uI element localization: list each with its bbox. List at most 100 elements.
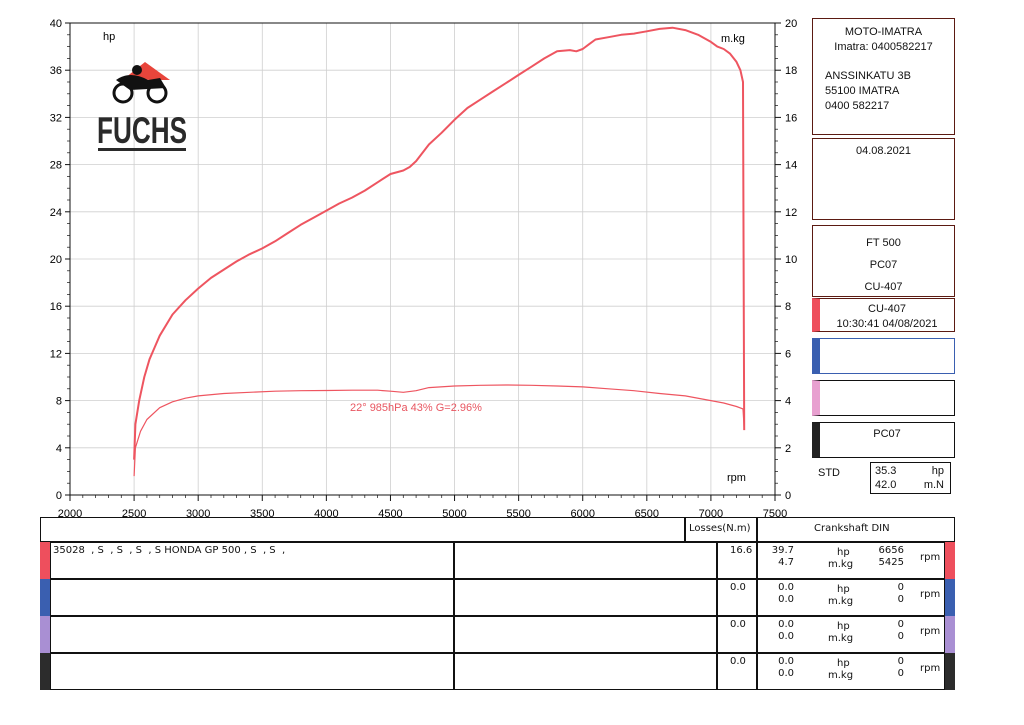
- std-torque-value: 42.0: [875, 479, 897, 491]
- row-rpm-unit: rpm: [920, 589, 941, 600]
- row-hp-unit: hp: [837, 547, 850, 558]
- row-crank-cell: [757, 616, 945, 653]
- vehicle-box: FT 500 PC07 CU-407: [812, 225, 955, 297]
- row-losses-cell: [717, 542, 757, 579]
- left-tick-label: 4: [56, 443, 62, 455]
- crankshaft-header: Crankshaft DIN: [757, 517, 955, 542]
- row-crank-cell: [757, 653, 945, 690]
- row-hp-rpm: 0: [897, 619, 904, 630]
- chart-ticks: [65, 22, 781, 501]
- row-torque-rpm: 0: [897, 594, 904, 605]
- right-tick-label: 8: [785, 301, 791, 313]
- fuchs-logo: FUCHS: [97, 62, 187, 151]
- row-description: 35028 , S , S , S , S HONDA GP 500 , S ,…: [53, 545, 286, 556]
- row-notes-cell: [454, 542, 717, 579]
- table-header-blank: [40, 517, 685, 542]
- row-color-strip: [40, 579, 50, 616]
- right-tick-label: 20: [785, 18, 797, 30]
- run-3-box[interactable]: [812, 380, 955, 416]
- motorcycle-rider-icon: [112, 62, 170, 104]
- row-hp-value: 0.0: [778, 656, 794, 667]
- run-1-timestamp: 10:30:41 04/08/2021: [836, 318, 938, 330]
- row-hp-value: 39.7: [771, 545, 794, 556]
- row-losses-cell: [717, 653, 757, 690]
- row-losses: 0.0: [730, 582, 746, 593]
- vehicle-model: FT 500: [866, 237, 901, 249]
- row-torque-unit: m.kg: [828, 670, 854, 681]
- address-line-2: 55100 IMATRA: [825, 85, 900, 97]
- row-losses: 0.0: [730, 619, 746, 630]
- std-values-box: 35.3 hp 42.0 m.N: [870, 462, 951, 494]
- chart-grid: [69, 22, 776, 496]
- run-1-plate: CU-407: [868, 303, 906, 315]
- row-hp-unit: hp: [837, 658, 850, 669]
- row-notes-cell: [454, 616, 717, 653]
- right-tick-label: 18: [785, 65, 797, 77]
- row-hp-value: 0.0: [778, 619, 794, 630]
- row-hp-unit: hp: [837, 621, 850, 632]
- row-rpm-unit: rpm: [920, 552, 941, 563]
- row-torque-rpm: 5425: [878, 557, 904, 568]
- shop-name: MOTO-IMATRA: [844, 26, 923, 38]
- right-tick-label: 0: [785, 490, 791, 502]
- address-line-1: ANSSINKATU 3B: [825, 70, 911, 82]
- right-tick-label: 10: [785, 254, 797, 266]
- row-torque-unit: m.kg: [828, 559, 854, 570]
- row-crank-cell: [757, 542, 945, 579]
- row-hp-rpm: 0: [897, 582, 904, 593]
- left-tick-label: 32: [50, 112, 62, 124]
- losses-header-label: Losses(N.m): [689, 523, 751, 534]
- right-tick-label: 12: [785, 207, 797, 219]
- run-4-box[interactable]: PC07: [812, 422, 955, 458]
- right-axis-label: m.kg: [721, 33, 745, 45]
- row-color-strip: [40, 616, 50, 653]
- left-tick-label: 24: [50, 207, 62, 219]
- right-tick-label: 6: [785, 348, 791, 360]
- left-tick-label: 16: [50, 301, 62, 313]
- row-torque-value: 4.7: [778, 557, 794, 568]
- x-axis-label: rpm: [727, 472, 746, 484]
- row-torque-value: 0.0: [778, 594, 794, 605]
- run-2-box[interactable]: [812, 338, 955, 374]
- row-rpm-unit: rpm: [920, 626, 941, 637]
- row-color-strip-right: [945, 616, 955, 653]
- chart-tick-labels: 2000 2500 3000 3500 4000 4500 5000 5500 6000 6500…: [50, 18, 798, 520]
- row-losses: 16.6: [730, 545, 753, 556]
- left-tick-label: 36: [50, 65, 62, 77]
- row-torque-value: 0.0: [778, 631, 794, 642]
- left-tick-label: 40: [50, 18, 62, 30]
- left-tick-label: 8: [56, 396, 62, 408]
- row-color-strip-right: [945, 653, 955, 690]
- row-color-strip: [40, 542, 50, 579]
- row-description-cell: [50, 542, 454, 579]
- row-notes-cell: [454, 653, 717, 690]
- results-table: Losses(N.m) Crankshaft DIN 35028 , S , S…: [40, 517, 955, 692]
- run-4-label: PC07: [873, 428, 901, 440]
- row-torque-unit: m.kg: [828, 596, 854, 607]
- row-torque-value: 0.0: [778, 668, 794, 679]
- row-crank-cell: [757, 579, 945, 616]
- std-hp-value: 35.3: [875, 465, 897, 477]
- std-torque-unit: m.N: [923, 479, 944, 491]
- vehicle-plate: CU-407: [864, 281, 903, 293]
- shop-info-box: MOTO-IMATRA Imatra: 0400582217 ANSSINKAT…: [812, 18, 955, 135]
- left-tick-label: 12: [50, 348, 62, 360]
- row-hp-value: 0.0: [778, 582, 794, 593]
- shop-phone: Imatra: 0400582217: [834, 41, 933, 53]
- losses-header: Losses(N.m): [685, 517, 757, 542]
- left-tick-label: 28: [50, 160, 62, 172]
- row-description-cell: [50, 579, 454, 616]
- row-torque-rpm: 0: [897, 631, 904, 642]
- row-torque-unit: m.kg: [828, 633, 854, 644]
- conditions-annotation: 22° 985hPa 43% G=2.96%: [350, 402, 482, 414]
- left-tick-label: 0: [56, 490, 62, 502]
- row-hp-rpm: 6656: [878, 545, 904, 556]
- row-hp-unit: hp: [837, 584, 850, 595]
- row-rpm-unit: rpm: [920, 663, 941, 674]
- row-notes-cell: [454, 579, 717, 616]
- row-color-strip-right: [945, 542, 955, 579]
- torque-curve: [133, 384, 745, 477]
- row-losses-cell: [717, 579, 757, 616]
- right-tick-label: 14: [785, 160, 797, 172]
- test-date: 04.08.2021: [855, 145, 912, 157]
